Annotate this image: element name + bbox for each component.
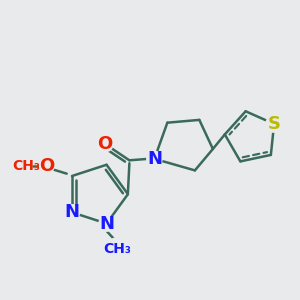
Text: O: O [98, 135, 113, 153]
Circle shape [106, 238, 128, 260]
Circle shape [98, 136, 113, 152]
Text: O: O [39, 157, 55, 175]
Text: N: N [99, 214, 114, 232]
Circle shape [147, 151, 162, 166]
Circle shape [266, 116, 282, 132]
Text: CH₃: CH₃ [12, 159, 40, 173]
Circle shape [64, 205, 80, 220]
Circle shape [99, 216, 114, 231]
Text: N: N [64, 203, 80, 221]
Circle shape [40, 158, 54, 173]
Text: S: S [268, 115, 281, 133]
Text: CH₃: CH₃ [103, 242, 131, 256]
Text: N: N [147, 150, 162, 168]
